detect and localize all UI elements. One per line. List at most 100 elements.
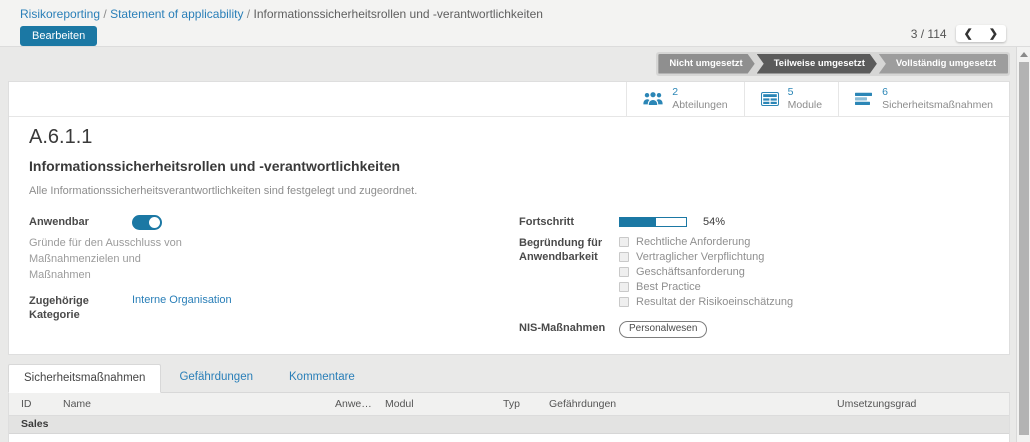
control-description: Alle Informationssicherheitsverantwortli… [29,184,418,197]
ausschluss-gruende-label: Gründe für den Ausschluss von Maßnahmenz… [29,236,182,281]
checkbox-gesch-ftsanforderung[interactable] [619,266,629,277]
nis-row: NIS-Maßnahmen Personalwesen [519,320,989,338]
checkbox-label: Best Practice [636,280,701,293]
stat-module: 5 Module [743,81,838,116]
breadcrumb: Risikoreporting / Statement of applicabi… [20,7,1010,21]
column-header-actions [985,393,1009,415]
checkbox-resultat-der-risikoeinsch-tzung[interactable] [619,296,629,307]
progress-fill [620,217,656,226]
status-step-vollst-ndig-umgesetzt: Vollständig umgesetzt [878,54,1008,74]
row-anwendbar-cell [335,434,385,442]
checkbox-vertraglicher-verpflichtung[interactable] [619,251,629,262]
table-header: ID Name Anwendb... Modul Typ Gefährdungen Umse… [9,392,1009,416]
row-name-link[interactable]: Festlegung von Verantwortlichkeiten und … [63,434,335,442]
kategorie-label: Zugehörige Kategorie [29,294,89,322]
tab-bar: Sicherheitsmaßnahmen Gefährdungen Kommenta… [8,363,1010,393]
scrollbar-thumb[interactable] [1019,62,1029,435]
control-title: Informationssicherheitsrollen und -veran… [29,157,401,174]
breadcrumb-item-informationssicherheitsrollen-und-verantwortlichkeiten: Informationssicherheitsrollen und -veran… [253,7,543,21]
checkbox-label: Vertraglicher Verpflichtung [636,250,765,263]
column-header-umsetzungsgrad: Umsetzungsgrad [837,397,917,410]
status-step-nicht-umgesetzt: Nicht umgesetzt [658,54,754,74]
module-icon [760,91,779,106]
next-page-button[interactable]: ❯ [988,28,998,40]
form-left-column: Anwendbar Gründe für den Ausschluss von … [29,214,519,344]
pagination-count: 3 / 114 [910,26,947,41]
control-code: A.6.1.1 [29,125,93,148]
fortschritt-label: Fortschritt [519,215,574,228]
begruendung-row: Begründung für Anwendbarkeit Rechtliche … [519,236,989,308]
checkbox-row-gesch-ftsanforderung: Geschäftsanforderung [619,266,793,278]
row-umsetzungsgrad-link[interactable]: Kontinuierliche Verbesserung (100%) [837,434,985,442]
control-form: Anwendbar Gründe für den Ausschluss von … [29,214,989,344]
sicherheitsmassnahmen-table-card: ID Name Anwendb... Modul Typ Gefährdungen Umse… [8,391,1010,442]
checkbox-label: Geschäftsanforderung [636,265,745,278]
people-icon [643,91,663,105]
column-header-name: Name [63,397,92,410]
stat-text: 6 Sicherheitsmaßnahmen [882,86,993,112]
checkbox-rechtliche-anforderung[interactable] [619,236,629,247]
fortschritt-progressbar [619,216,687,227]
breadcrumb-item-risikoreporting[interactable]: Risikoreporting [20,7,101,21]
control-detail-card: 2 Abteilungen 5 Module [8,80,1010,355]
checkbox-row-rechtliche-anforderung: Rechtliche Anforderung [619,236,793,248]
tab-gef-hrdungen[interactable]: Gefährdungen [179,370,253,383]
column-header-anwendb: Anwendb... [335,397,385,410]
nis-chip-personalwesen: Personalwesen [619,320,708,338]
tab-sicherheitsma-nahmen[interactable]: Sicherheitsmaßnahmen [8,363,162,393]
row-gefaehrdungen: G 0.14G 0.18G 0.46G 0.22G 0.38G 0.19G 0.… [549,434,837,442]
stat-text: 5 Module [788,86,822,112]
vertical-scrollbar[interactable] [1016,47,1030,442]
checkbox-row-vertraglicher-verpflichtung: Vertraglicher Verpflichtung [619,251,793,263]
prev-page-button[interactable]: ❮ [963,28,973,40]
row-id: ORP.1.A1 [9,434,63,442]
checkbox-row-resultat-der-risikoeinsch-tzung: Resultat der Risikoeinschätzung [619,296,793,308]
breadcrumb-item-statement-of-applicability[interactable]: Statement of applicability [110,7,244,21]
content-area: Nicht umgesetzt Teilweise umgesetzt Vollst… [8,47,1010,442]
column-header-gef-hrdungen: Gefährdungen [549,397,617,410]
begruendung-label: Begründung für Anwendbarkeit [519,236,603,264]
top-bar: Risikoreporting / Statement of applicabi… [0,0,1030,47]
stat-value: 6 [882,85,888,98]
anwendbar-label: Anwendbar [29,215,89,228]
stat-sicherheitsmassnahmen: 6 Sicherheitsmaßnahmen [838,81,1009,116]
table-group-row-sales: Sales [9,415,1009,434]
control-detail: A.6.1.1 Informationssicherheitsrollen un… [9,117,1009,354]
toggle-knob [149,216,160,228]
table-row[interactable]: ORP.1.A1Festlegung von Verantwortlichkei… [9,433,1009,442]
checkbox-label: Rechtliche Anforderung [636,235,751,248]
edit-button[interactable]: Bearbeiten [20,26,98,46]
status-band-row: Nicht umgesetzt Teilweise umgesetzt Vollst… [8,47,1010,81]
stat-abteilungen: 2 Abteilungen [626,81,743,116]
stat-label: Abteilungen [672,98,728,111]
column-header-modul: Modul [385,397,414,410]
scroll-up-arrow-icon[interactable] [1019,52,1028,57]
kategorie-link[interactable]: Interne Organisation [132,293,232,306]
form-right-column: Fortschritt 54% Begründung für Anwendbar… [519,215,989,344]
stats-row: 2 Abteilungen 5 Module [9,81,1009,117]
breadcrumb-separator: / [243,7,254,21]
breadcrumb-separator: / [100,7,111,21]
checkbox-best-practice[interactable] [619,281,629,292]
column-header-id: ID [21,397,32,410]
tab-kommentare[interactable]: Kommentare [289,370,355,383]
anwendbar-toggle[interactable] [132,214,162,230]
stat-label: Sicherheitsmaßnahmen [882,98,993,111]
checkbox-label: Resultat der Risikoeinschätzung [636,295,794,308]
status-step-teilweise-umgesetzt: Teilweise umgesetzt [757,54,877,74]
stat-value: 5 [787,85,794,98]
anwendbar-row: Anwendbar [29,214,519,230]
column-header-typ: Typ [503,397,520,410]
table-body: ORP.1.A1Festlegung von Verantwortlichkei… [9,433,1009,442]
status-stepper: Nicht umgesetzt Teilweise umgesetzt Vollst… [656,52,1010,76]
fortschritt-value: 54% [703,215,726,228]
fortschritt-row: Fortschritt 54% [519,215,989,230]
kategorie-row: Zugehörige Kategorie Interne Organisatio… [29,294,519,324]
nis-label: NIS-Maßnahmen [519,321,606,334]
row-typ: BSI-Standard [503,434,549,442]
begruendung-checklist: Rechtliche Anforderung Vertraglicher Verp… [619,236,793,308]
bars-icon [855,92,873,105]
row-modul-link[interactable]: Organisation (Sales) [385,434,503,442]
row-open-detail-button[interactable] [985,434,1009,442]
